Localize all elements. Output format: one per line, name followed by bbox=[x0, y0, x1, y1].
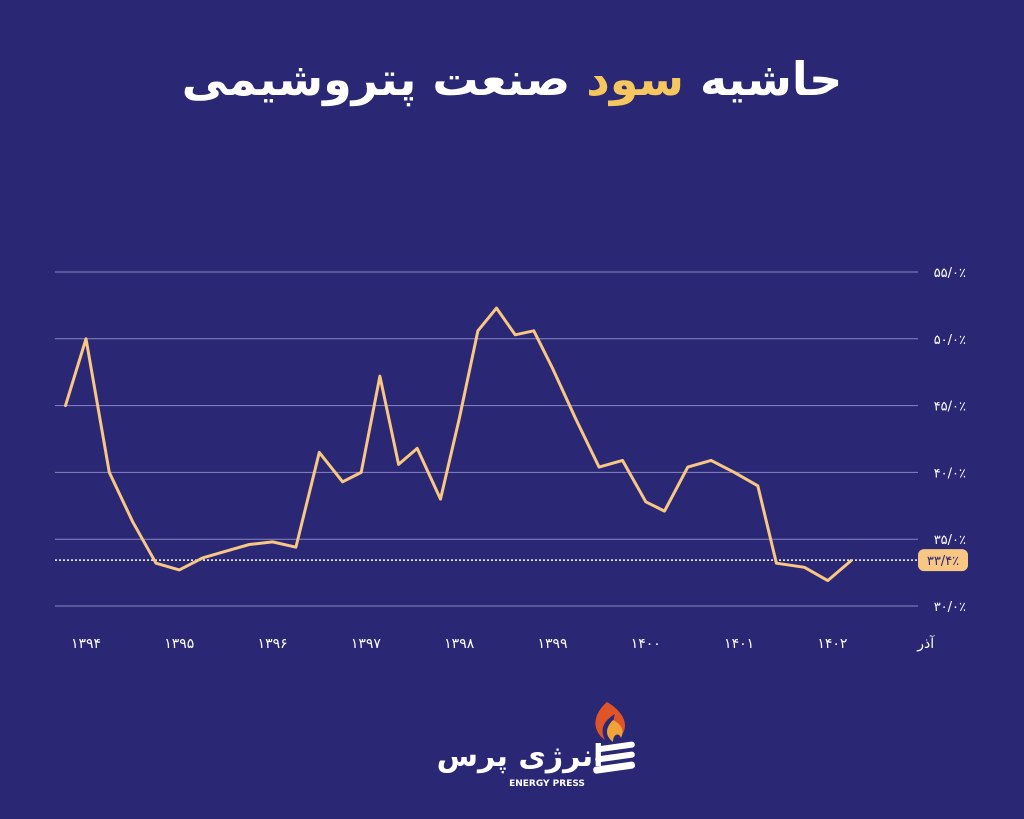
x-tick-label: ۱۴۰۱ bbox=[724, 636, 754, 652]
x-tick-label: ۱۳۹۸ bbox=[444, 636, 475, 652]
data-point bbox=[551, 366, 554, 370]
grid-lines bbox=[55, 271, 918, 607]
data-point bbox=[397, 463, 400, 466]
data-point bbox=[733, 471, 736, 474]
series bbox=[64, 306, 853, 583]
data-point bbox=[826, 579, 829, 582]
data-point bbox=[597, 465, 601, 469]
line-chart: ۳۳/۴٪ ۳۰/۰٪ ۳۵/۰٪ ۴۰/۰٪ ۴۵/۰٪ ۵۰/۰٪ ۵۵/۰٪ ۱۳۹… bbox=[55, 266, 968, 652]
data-point bbox=[803, 566, 806, 569]
energy-press-logo: انرژی پرس ENERGY PRESS bbox=[437, 702, 635, 789]
data-point bbox=[621, 459, 624, 462]
data-point bbox=[201, 556, 204, 560]
data-point bbox=[574, 417, 578, 421]
data-point bbox=[709, 459, 713, 462]
logo-en-text: ENERGY PRESS bbox=[509, 779, 585, 789]
data-point bbox=[84, 337, 88, 340]
data-point bbox=[341, 480, 344, 483]
data-point bbox=[416, 447, 419, 450]
data-point bbox=[378, 375, 382, 378]
title-part-2: صنعت پتروشیمی bbox=[181, 52, 571, 106]
data-point bbox=[108, 471, 111, 474]
data-point bbox=[513, 333, 517, 336]
data-point bbox=[849, 559, 853, 562]
x-tick-label: ۱۳۹۹ bbox=[537, 636, 567, 652]
data-point bbox=[686, 465, 689, 469]
x-tick-label: آذر bbox=[916, 635, 935, 652]
data-point bbox=[476, 329, 480, 332]
flame-icon bbox=[593, 702, 635, 774]
reference-line: ۳۳/۴٪ bbox=[55, 549, 968, 572]
data-point bbox=[495, 306, 498, 310]
logo-fa-text: انرژی پرس bbox=[437, 739, 604, 774]
data-point bbox=[178, 568, 181, 572]
y-tick-label: ۵۰/۰٪ bbox=[934, 333, 966, 348]
title-part-1: حاشیه bbox=[699, 52, 843, 106]
y-tick-label: ۳۰/۰٪ bbox=[934, 600, 966, 615]
x-tick-label: ۱۳۹۴ bbox=[71, 636, 101, 652]
data-point bbox=[360, 471, 363, 474]
data-point bbox=[644, 500, 647, 503]
y-tick-label: ۳۵/۰٪ bbox=[934, 533, 966, 548]
data-point bbox=[294, 546, 298, 549]
y-tick-label: ۴۵/۰٪ bbox=[934, 400, 966, 415]
series-line bbox=[64, 306, 853, 583]
data-point bbox=[64, 404, 67, 407]
x-tick-label: ۱۴۰۲ bbox=[817, 636, 847, 652]
y-tick-label: ۵۵/۰٪ bbox=[934, 266, 966, 281]
data-point bbox=[532, 329, 536, 332]
chart-title: حاشیه سود صنعت پتروشیمی bbox=[0, 52, 1024, 107]
x-tick-label: ۱۳۹۵ bbox=[164, 636, 194, 652]
data-point bbox=[663, 509, 666, 513]
data-point bbox=[154, 562, 158, 565]
x-tick-label: ۱۴۰۰ bbox=[631, 636, 661, 652]
title-part-accent: سود bbox=[586, 52, 684, 106]
y-tick-label: ۴۰/۰٪ bbox=[934, 466, 966, 481]
data-point bbox=[775, 562, 778, 565]
data-point bbox=[458, 417, 461, 421]
reference-badge bbox=[918, 549, 968, 572]
data-point bbox=[439, 497, 442, 501]
data-point bbox=[131, 520, 134, 524]
y-axis-ticks: ۳۰/۰٪ ۳۵/۰٪ ۴۰/۰٪ ۴۵/۰٪ ۵۰/۰٪ ۵۵/۰٪ bbox=[934, 266, 966, 615]
x-tick-label: ۱۳۹۶ bbox=[258, 636, 288, 652]
data-point bbox=[318, 451, 321, 454]
data-point bbox=[756, 484, 759, 487]
x-tick-label: ۱۳۹۷ bbox=[351, 636, 382, 652]
data-point bbox=[224, 550, 228, 553]
data-point bbox=[271, 540, 274, 544]
data-point bbox=[248, 543, 251, 546]
x-axis-ticks: ۱۳۹۴ ۱۳۹۵ ۱۳۹۶ ۱۳۹۷ ۱۳۹۸ ۱۳۹۹ ۱۴۰۰ ۱۴۰۱ ۱۴۰۲ آذر bbox=[71, 635, 935, 652]
reference-label: ۳۳/۴٪ bbox=[927, 554, 959, 569]
